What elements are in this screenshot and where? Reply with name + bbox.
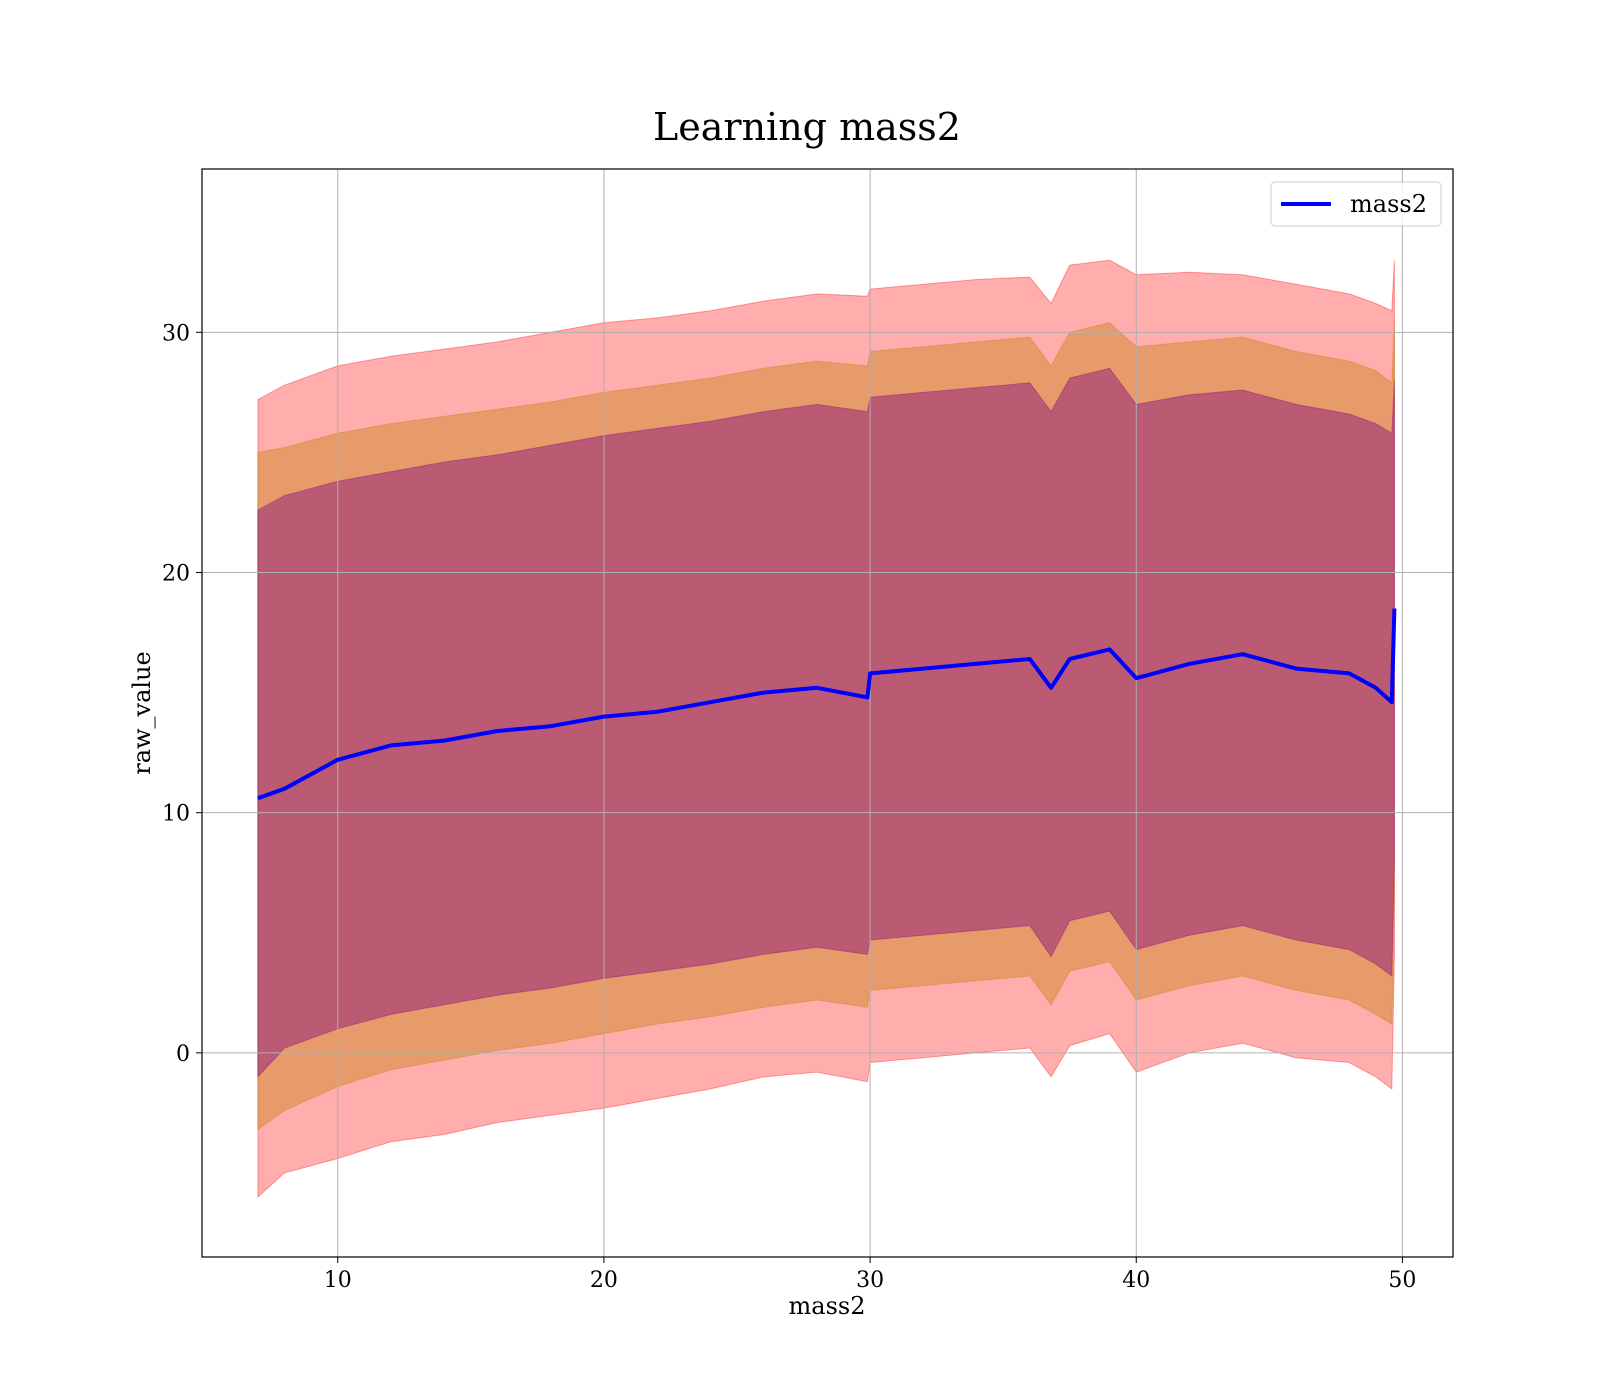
y-axis-label: raw_value	[128, 651, 156, 775]
chart-title: Learning mass2	[653, 105, 961, 149]
confidence-bands	[257, 259, 1395, 1199]
legend-label: mass2	[1350, 190, 1427, 218]
x-tick-label: 50	[1388, 1268, 1416, 1293]
band-2	[257, 320, 1395, 1131]
series-lines	[257, 608, 1397, 801]
x-axis-ticks: 10 20 30 40 50	[324, 1257, 1416, 1293]
x-tick-label: 20	[590, 1268, 618, 1293]
x-tick-label: 40	[1122, 1268, 1150, 1293]
y-tick-label: 30	[162, 321, 190, 346]
plot-frame	[201, 168, 1454, 1258]
y-tick-label: 20	[162, 561, 190, 586]
legend-box	[1270, 181, 1442, 227]
x-tick-label: 10	[324, 1268, 352, 1293]
grid-lines	[202, 169, 1453, 1257]
band-3	[257, 367, 1395, 1079]
series-line-mass2	[257, 608, 1397, 801]
x-tick-label: 30	[856, 1268, 884, 1293]
y-tick-label: 10	[162, 802, 190, 827]
y-tick-label: 0	[176, 1042, 190, 1067]
legend: mass2	[1270, 181, 1442, 227]
y-axis-ticks: 0 10 20 30	[162, 321, 202, 1067]
band-1	[257, 259, 1395, 1199]
x-axis-label: mass2	[789, 1292, 866, 1320]
